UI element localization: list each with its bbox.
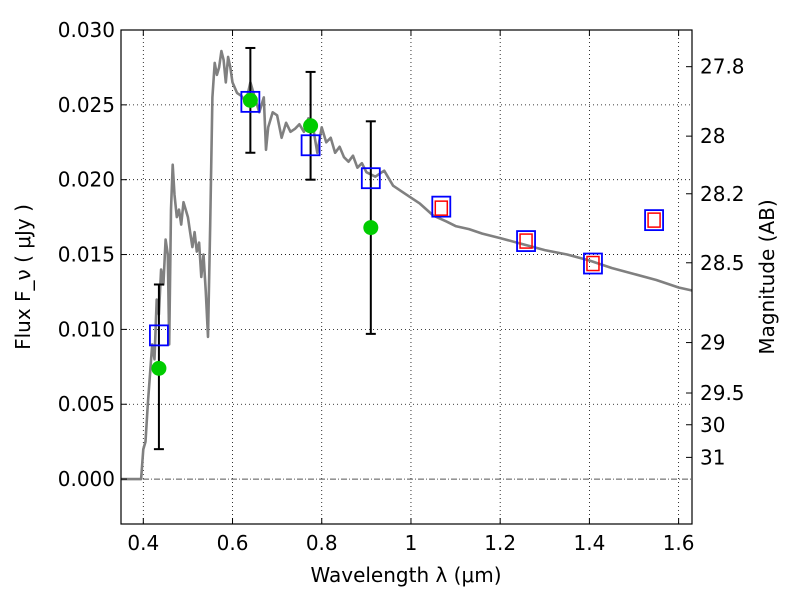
model-flux-blue-square — [300, 134, 321, 157]
x-tick-label: 0.4 — [127, 531, 159, 555]
y-tick-label: 0.025 — [58, 93, 115, 117]
magnitude-tick-label: 28.2 — [700, 182, 745, 206]
sed-model-curve — [121, 49, 693, 481]
magnitude-tick-label: 29 — [700, 331, 725, 355]
model-flux-blue-square — [431, 195, 452, 218]
sed-curve — [121, 49, 693, 481]
y-tick-label: 0.020 — [58, 168, 115, 192]
observed-flux-point — [363, 220, 379, 236]
model-flux-blue-square — [360, 167, 381, 190]
model-flux-red-square — [647, 212, 661, 228]
plot-frame — [120, 29, 693, 525]
magnitude-tick-label: 30 — [700, 413, 725, 437]
y-tick-label: 0.000 — [58, 467, 115, 491]
magnitude-tick-label: 28.5 — [700, 251, 745, 275]
y-axis-title: Flux F_ν ( μJy ) — [11, 204, 35, 350]
tick-labels: 0.4 0.6 0.8 1 1.2 1.4 1.6 0.000 0.005 0.010 0.015 0… — [58, 18, 745, 555]
x-tick-label: 1.4 — [573, 531, 605, 555]
magnitude-tick-label: 28 — [700, 124, 725, 148]
data-points — [149, 90, 664, 376]
x-tick-label: 1.6 — [663, 531, 695, 555]
model-flux-blue-square — [516, 230, 536, 252]
magnitude-tick-label: 27.8 — [700, 55, 745, 79]
model-flux-blue-square — [240, 90, 261, 113]
observed-flux-point — [151, 360, 167, 376]
y2-axis-title: Magnitude (AB) — [755, 199, 779, 354]
y-tick-label: 0.015 — [58, 243, 115, 267]
model-flux-red-square — [519, 233, 533, 249]
plot-background — [121, 30, 692, 524]
y-tick-label: 0.010 — [58, 317, 115, 341]
x-tick-label: 1 — [405, 531, 418, 555]
observed-flux-point — [242, 92, 258, 108]
model-flux-blue-square — [149, 324, 169, 347]
magnitude-tick-label: 29.5 — [700, 381, 745, 405]
model-flux-red-square — [586, 255, 600, 272]
magnitude-tick-label: 31 — [700, 445, 725, 469]
model-flux-blue-square — [583, 252, 603, 275]
x-tick-label: 0.8 — [306, 531, 338, 555]
y-tick-label: 0.030 — [58, 18, 115, 42]
x-tick-label: 0.6 — [217, 531, 249, 555]
x-tick-label: 1.2 — [484, 531, 516, 555]
model-flux-red-square — [434, 200, 449, 216]
axis-ticks — [121, 29, 692, 524]
model-flux-blue-square — [644, 209, 664, 232]
y-tick-label: 0.005 — [58, 392, 115, 416]
x-axis-title: Wavelength λ (μm) — [310, 563, 501, 587]
observed-flux-point — [303, 118, 319, 134]
